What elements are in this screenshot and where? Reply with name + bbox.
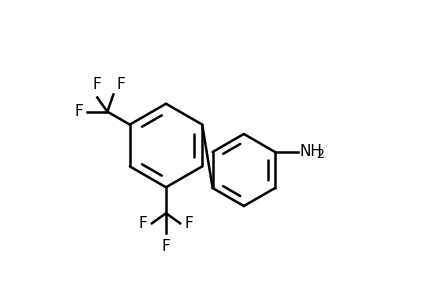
Text: 2: 2 bbox=[316, 148, 324, 161]
Text: F: F bbox=[116, 77, 125, 92]
Text: F: F bbox=[162, 239, 170, 254]
Text: NH: NH bbox=[300, 145, 322, 159]
Text: F: F bbox=[184, 216, 193, 231]
Text: F: F bbox=[74, 104, 83, 119]
Text: F: F bbox=[139, 216, 147, 231]
Text: F: F bbox=[93, 77, 101, 92]
